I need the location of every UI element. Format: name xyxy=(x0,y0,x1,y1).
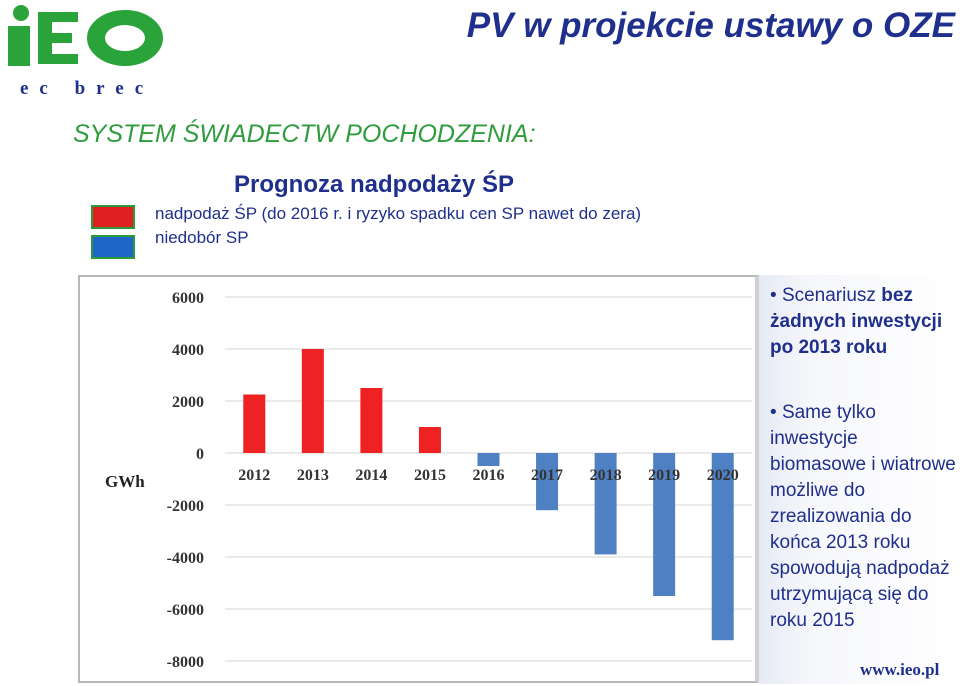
legend-label-surplus: nadpodaż ŚP (do 2016 r. i ryzyko spadku … xyxy=(155,204,642,223)
side-panel xyxy=(759,275,960,684)
bar-chart: 6000 4000 2000 0 -2000 -4000 -6000 -8000 GWh 2012… xyxy=(105,290,752,671)
bar-2018 xyxy=(594,453,617,555)
legend-swatch-deficit xyxy=(91,235,135,259)
legend-swatch-surplus xyxy=(91,205,135,229)
side-bullet-1: • Scenariusz bez żadnych inwestycji po 2… xyxy=(770,283,958,361)
y-tick-label: 6000 xyxy=(172,290,204,307)
x-tick-label: 2018 xyxy=(590,467,622,484)
y-tick-label: 0 xyxy=(196,446,204,463)
side-bullet-1-bold: bez żadnych inwestycji po 2013 roku xyxy=(770,285,943,358)
website-link[interactable]: www.ieo.pl xyxy=(860,660,940,679)
page-title: PV w projekcie ustawy o OZE xyxy=(466,6,955,45)
legend-label-deficit: niedobór SP xyxy=(155,228,249,247)
bar-2019 xyxy=(653,453,676,596)
x-tick-label: 2013 xyxy=(297,467,329,484)
section-subtitle: SYSTEM ŚWIADECTW POCHODZENIA: xyxy=(73,120,536,148)
chart-heading: Prognoza nadpodaży ŚP xyxy=(234,171,515,198)
bar-2014 xyxy=(360,388,383,453)
x-tick-label: 2017 xyxy=(531,467,563,484)
bar-2015 xyxy=(418,427,441,453)
x-tick-label: 2014 xyxy=(355,467,387,484)
bar-2020 xyxy=(711,453,734,641)
side-bullet-2: • Same tylko inwestycje biomasowe i wiat… xyxy=(770,400,958,634)
y-tick-label: -6000 xyxy=(167,602,204,619)
x-tick-label: 2015 xyxy=(414,467,446,484)
y-tick-label: 2000 xyxy=(172,394,204,411)
y-tick-label: -8000 xyxy=(167,654,204,671)
y-tick-label: -4000 xyxy=(167,550,204,567)
bar-2012 xyxy=(243,394,266,453)
bar-2017 xyxy=(536,453,559,511)
logo-subtext: ec brec xyxy=(20,78,154,99)
x-tick-label: 2016 xyxy=(473,467,505,484)
x-tick-label: 2012 xyxy=(238,467,270,484)
side-bullet-1-prefix: Scenariusz xyxy=(781,285,882,306)
y-tick-label: -2000 xyxy=(167,498,204,515)
x-tick-label: 2019 xyxy=(648,467,680,484)
ieo-logo: ec brec xyxy=(0,0,180,100)
bar-2016 xyxy=(477,453,500,466)
y-axis-label: GWh xyxy=(105,472,145,491)
bullet-dot: • xyxy=(770,402,782,423)
bar-2013 xyxy=(301,349,324,453)
side-bullet-2-text: Same tylko inwestycje biomasowe i wiatro… xyxy=(770,402,956,631)
bullet-dot: • xyxy=(770,285,782,306)
chart-frame: 6000 4000 2000 0 -2000 -4000 -6000 -8000 GWh 2012… xyxy=(78,275,759,683)
y-tick-label: 4000 xyxy=(172,342,204,359)
x-tick-label: 2020 xyxy=(707,467,739,484)
